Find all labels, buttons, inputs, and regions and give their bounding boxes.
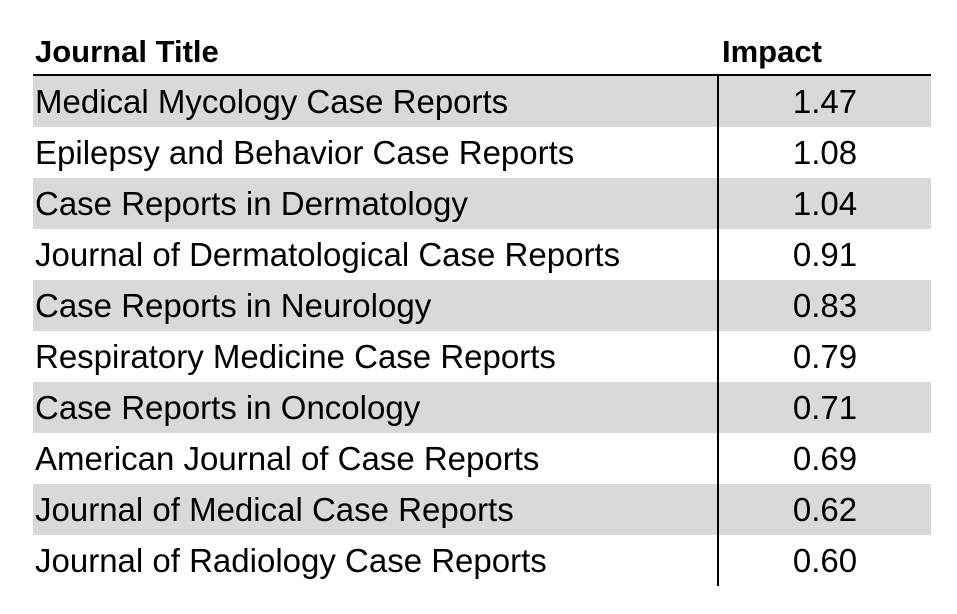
journal-impact-table-container: Journal Title Impact Medical Mycology Ca… xyxy=(33,30,931,586)
journal-title-cell: Respiratory Medicine Case Reports xyxy=(35,337,556,375)
table-row: Epilepsy and Behavior Case Reports 1.08 xyxy=(33,127,931,178)
table-row: Case Reports in Neurology 0.83 xyxy=(33,280,931,331)
column-header-impact: Impact xyxy=(718,30,931,76)
impact-cell: 1.04 xyxy=(717,178,931,229)
journal-title-cell: Journal of Radiology Case Reports xyxy=(35,541,547,579)
table-row: American Journal of Case Reports 0.69 xyxy=(33,433,931,484)
journal-title-cell: American Journal of Case Reports xyxy=(35,439,540,477)
journal-title-cell: Epilepsy and Behavior Case Reports xyxy=(35,133,575,171)
impact-cell: 0.60 xyxy=(717,535,931,586)
impact-cell: 0.71 xyxy=(717,382,931,433)
impact-cell: 1.08 xyxy=(717,127,931,178)
table-row: Journal of Dermatological Case Reports 0… xyxy=(33,229,931,280)
impact-cell: 1.47 xyxy=(717,75,931,127)
table-header-row: Journal Title Impact xyxy=(33,30,931,76)
journal-title-cell: Case Reports in Dermatology xyxy=(33,178,718,229)
table-row: Respiratory Medicine Case Reports 0.79 xyxy=(33,331,931,382)
impact-cell: 0.83 xyxy=(717,280,931,331)
journal-title-cell: Journal of Dermatological Case Reports xyxy=(35,235,621,273)
journal-title-cell: Medical Mycology Case Reports xyxy=(33,75,718,127)
journal-title-cell: Case Reports in Oncology xyxy=(33,382,718,433)
impact-cell: 0.69 xyxy=(717,433,931,484)
table-row: Journal of Radiology Case Reports 0.60 xyxy=(33,535,931,586)
journal-title-cell: Case Reports in Neurology xyxy=(33,280,718,331)
table-row: Journal of Medical Case Reports 0.62 xyxy=(33,484,931,535)
table-row: Medical Mycology Case Reports 1.47 xyxy=(33,75,931,127)
column-header-journal-title: Journal Title xyxy=(33,30,718,76)
impact-cell: 0.62 xyxy=(717,484,931,535)
impact-cell: 0.79 xyxy=(717,331,931,382)
journal-impact-table: Journal Title Impact Medical Mycology Ca… xyxy=(33,30,931,586)
table-row: Case Reports in Dermatology 1.04 xyxy=(33,178,931,229)
impact-cell: 0.91 xyxy=(717,229,931,280)
journal-title-cell: Journal of Medical Case Reports xyxy=(33,484,718,535)
table-row: Case Reports in Oncology 0.71 xyxy=(33,382,931,433)
